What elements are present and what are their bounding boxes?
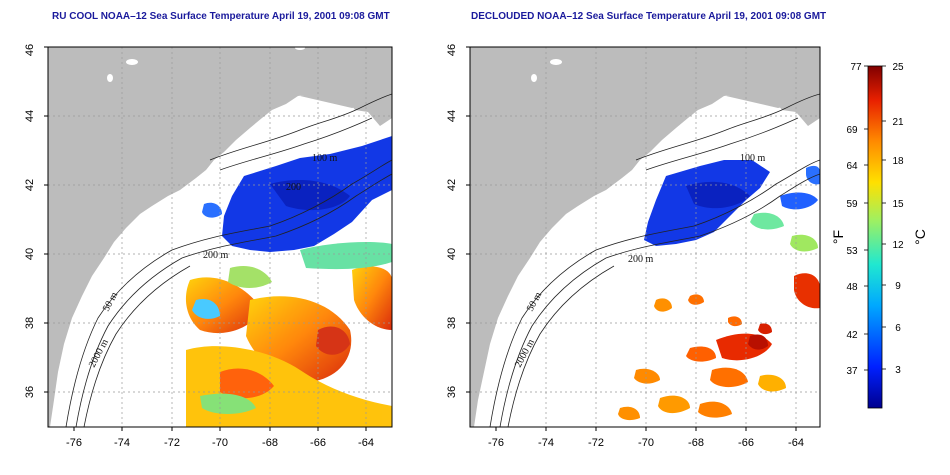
lon-tick-label: -68 [262, 437, 278, 449]
celsius-tick-label: 18 [892, 156, 904, 167]
contour-label-200m: 200 m [628, 254, 654, 265]
lon-tick-label: -72 [164, 437, 180, 449]
lon-tick-label: -74 [114, 437, 130, 449]
bathymetry-contours [489, 93, 820, 427]
lat-tick-labels-right: 36 38 40 42 44 46 [446, 44, 458, 398]
map-title-right: DECLOUDED NOAA–12 Sea Surface Temperatur… [471, 11, 827, 22]
fahrenheit-tick-label: 77 [850, 62, 862, 73]
land-mass [470, 47, 820, 427]
map-panel-right: 100 m 200 m 50 m 2000 m -76 -74 -72 -70 … [446, 44, 821, 449]
lon-tick-labels-left: -76 -74 -72 -70 -68 -66 -64 [66, 437, 374, 449]
lat-tick-label: 38 [24, 317, 36, 329]
bathymetry-contours [65, 93, 392, 427]
fahrenheit-tick-label: 42 [846, 330, 858, 341]
lat-tick-label: 36 [446, 386, 458, 398]
celsius-tick-label: 9 [895, 281, 901, 292]
celsius-tick-label: 25 [892, 62, 904, 73]
lat-tick-label: 44 [446, 110, 458, 122]
contour-label-100m: 100 m [740, 153, 766, 164]
lon-tick-label: -76 [66, 437, 82, 449]
fahrenheit-tick-label: 59 [846, 199, 858, 210]
lon-tick-label: -64 [358, 437, 374, 449]
sst-mid-patch [790, 234, 818, 252]
celsius-tick-label: 21 [892, 117, 904, 128]
lon-tick-label: -76 [488, 437, 504, 449]
map-title-left: RU COOL NOAA–12 Sea Surface Temperature … [52, 11, 390, 22]
sst-cold-patch [780, 192, 818, 210]
axis-ticks-right [466, 46, 797, 431]
axis-ticks-left [44, 46, 367, 431]
colorbar-ticks [864, 65, 886, 371]
sst-warm-patches [618, 273, 820, 421]
celsius-unit-label: °C [912, 229, 928, 245]
sst-cold-core [686, 181, 750, 209]
temperature-colorbar: 77 69 64 59 53 48 42 37 25 21 18 15 12 9… [830, 62, 928, 409]
map-panel-left: 100 m 200 m 50 m 2000 m 200 -76 -74 -72 … [24, 44, 393, 449]
colorbar-fahrenheit-labels: 77 69 64 59 53 48 42 37 [846, 62, 862, 377]
lon-tick-label: -66 [310, 437, 326, 449]
lat-tick-label: 42 [24, 179, 36, 191]
lake [550, 59, 562, 65]
contour-label-100m: 100 m [312, 153, 338, 164]
lon-tick-label: -72 [588, 437, 604, 449]
nova-scotia-land [726, 60, 820, 108]
contour-label-200m: 200 m [203, 250, 229, 261]
nova-scotia-land [300, 60, 392, 108]
lon-tick-labels-right: -76 -74 -72 -70 -68 -66 -64 [488, 437, 804, 449]
fahrenheit-tick-label: 53 [846, 246, 858, 257]
fahrenheit-tick-label: 69 [846, 125, 858, 136]
fahrenheit-tick-label: 37 [846, 366, 858, 377]
lon-tick-label: -68 [688, 437, 704, 449]
colorbar-gradient [867, 65, 883, 409]
celsius-tick-label: 6 [895, 323, 901, 334]
lat-tick-label: 38 [446, 317, 458, 329]
colorbar-celsius-labels: 25 21 18 15 12 9 6 3 [892, 62, 904, 376]
sst-cold-patch [202, 202, 222, 218]
lon-tick-label: -70 [212, 437, 228, 449]
sst-cold-patch [806, 165, 820, 185]
sst-mid-patch [750, 212, 784, 230]
lake [295, 47, 305, 50]
lake [107, 74, 113, 82]
celsius-tick-label: 15 [892, 199, 904, 210]
celsius-tick-label: 12 [892, 240, 904, 251]
contour-label-200: 200 [286, 182, 301, 193]
lat-tick-label: 44 [24, 110, 36, 122]
lake [531, 74, 537, 82]
land-mass [48, 47, 392, 427]
lon-tick-label: -70 [638, 437, 654, 449]
lon-tick-label: -66 [738, 437, 754, 449]
sst-cold-core [270, 180, 350, 211]
lat-tick-label: 42 [446, 179, 458, 191]
lat-tick-label: 46 [24, 44, 36, 56]
sst-warm-patches [185, 242, 392, 427]
celsius-tick-label: 3 [895, 365, 901, 376]
lake [126, 59, 138, 65]
lat-tick-labels-left: 36 38 40 42 44 46 [24, 44, 36, 398]
lon-tick-label: -74 [538, 437, 554, 449]
map-frame-right [469, 46, 821, 428]
lon-tick-label: -64 [788, 437, 804, 449]
fahrenheit-tick-label: 48 [846, 282, 858, 293]
fahrenheit-tick-label: 64 [846, 161, 858, 172]
fahrenheit-unit-label: °F [830, 230, 846, 244]
lat-tick-label: 40 [446, 248, 458, 260]
lat-tick-label: 40 [24, 248, 36, 260]
lat-tick-label: 46 [446, 44, 458, 56]
lat-tick-label: 36 [24, 386, 36, 398]
